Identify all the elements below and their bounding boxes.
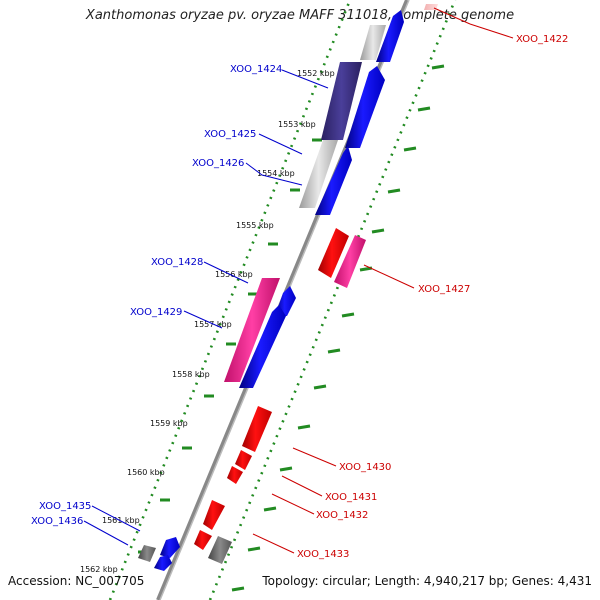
gene-label-xoo-1427[interactable]: XOO_1427 — [418, 284, 470, 295]
gene-feature-xoo-1436-a — [160, 537, 180, 558]
gene-label-xoo-1425[interactable]: XOO_1425 — [204, 129, 256, 140]
gene-feature-xoo-1433-c — [208, 536, 232, 564]
gene-label-xoo-1431[interactable]: XOO_1431 — [325, 492, 377, 503]
kbp-label: 1560 kbp — [127, 468, 165, 477]
gene-label-xoo-1435[interactable]: XOO_1435 — [39, 501, 91, 512]
gene-feature-xoo-1433-a — [203, 500, 225, 530]
gene-feature-xoo-1426 — [315, 146, 352, 215]
gene-feature-xoo-1436-b — [154, 555, 172, 571]
gene-label-xoo-1422[interactable]: XOO_1422 — [516, 34, 568, 45]
gene-feature-xoo-1425 — [299, 140, 338, 208]
gene-label-xoo-1429[interactable]: XOO_1429 — [130, 307, 182, 318]
gene-feature-xoo-1427-b — [334, 235, 366, 288]
gene-feature-xoo-1428 — [224, 278, 280, 382]
kbp-label: 1558 kbp — [172, 370, 210, 379]
kbp-label: 1553 kbp — [278, 120, 316, 129]
gene-feature-top-blue — [376, 10, 404, 62]
gene-label-xoo-1430[interactable]: XOO_1430 — [339, 462, 391, 473]
topology-summary-text: Topology: circular; Length: 4,940,217 bp… — [262, 574, 592, 588]
gene-feature-xoo-1430 — [242, 406, 272, 452]
gene-feature-xoo-1429-b — [239, 305, 286, 388]
gene-feature-xoo-1435 — [138, 545, 156, 562]
gene-feature-top-grey — [360, 25, 386, 60]
inner-kbp-ticks — [138, 84, 346, 554]
gene-label-xoo-1428[interactable]: XOO_1428 — [151, 257, 203, 268]
gene-feature-xoo-1432 — [227, 466, 243, 484]
gene-label-xoo-1433[interactable]: XOO_1433 — [297, 549, 349, 560]
kbp-label: 1559 kbp — [150, 419, 188, 428]
gene-feature-xoo-1424-strand — [345, 66, 385, 148]
gene-feature-xoo-1431 — [235, 450, 252, 470]
inner-ring-dotted — [108, 0, 352, 600]
gene-label-xoo-1424[interactable]: XOO_1424 — [230, 64, 282, 75]
gene-feature-xoo-1433-b — [194, 530, 212, 550]
kbp-label: 1562 kbp — [80, 565, 118, 574]
kbp-label: 1555 kbp — [236, 221, 274, 230]
outer-kbp-ticks — [231, 64, 445, 592]
kbp-label: 1556 kbp — [215, 270, 253, 279]
accession-text: Accession: NC_007705 — [8, 574, 145, 588]
kbp-label: 1552 kbp — [297, 69, 335, 78]
gene-feature-xoo-1424 — [321, 62, 362, 140]
gene-labels: XOO_1422 XOO_1424 XOO_1425 XOO_1426 XOO_… — [31, 34, 568, 560]
gene-features — [138, 4, 438, 571]
gene-feature-xoo-1427-a — [318, 228, 349, 278]
map-title: Xanthomonas oryzae pv. oryzae MAFF 31101… — [85, 8, 515, 23]
leader-lines — [83, 7, 514, 554]
gene-label-xoo-1436[interactable]: XOO_1436 — [31, 516, 83, 527]
gene-label-xoo-1426[interactable]: XOO_1426 — [192, 158, 244, 169]
kbp-label: 1554 kbp — [257, 169, 295, 178]
kbp-label: 1557 kbp — [194, 320, 232, 329]
gene-label-xoo-1432[interactable]: XOO_1432 — [316, 510, 368, 521]
